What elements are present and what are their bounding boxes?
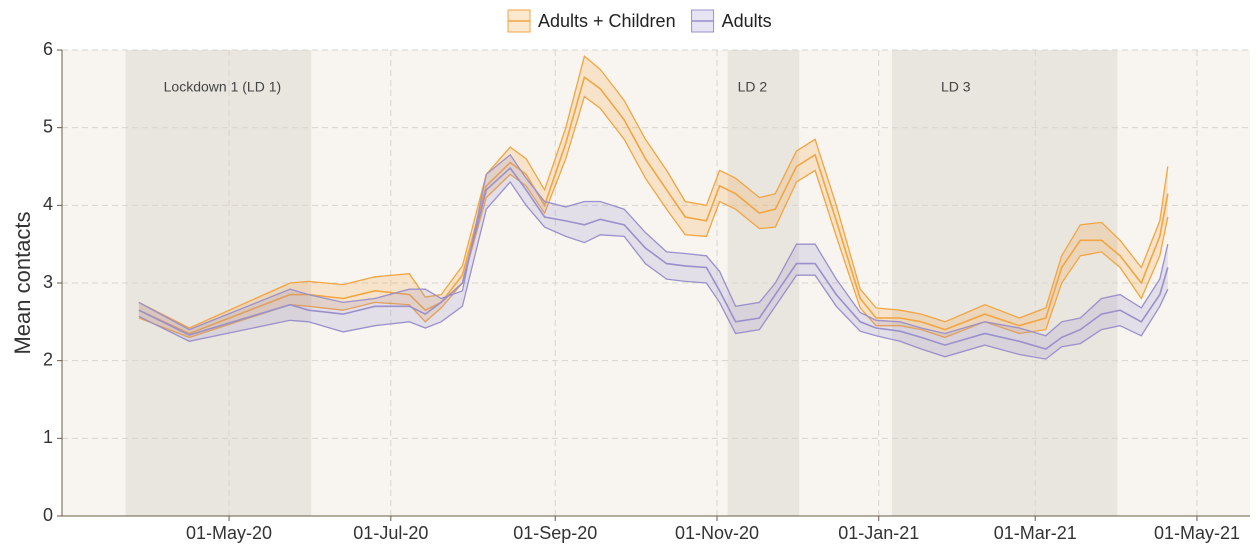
lockdown-label: LD 3 bbox=[941, 79, 971, 95]
y-tick-label: 0 bbox=[43, 505, 53, 525]
mean-line bbox=[138, 75, 1169, 335]
lower-line bbox=[138, 180, 1169, 360]
upper-line bbox=[138, 55, 1169, 329]
legend-label: Adults + Children bbox=[538, 11, 676, 31]
lower-line bbox=[138, 95, 1169, 339]
x-tick-label: 01-Mar-21 bbox=[994, 523, 1077, 543]
x-tick-label: 01-Jan-21 bbox=[838, 523, 919, 543]
x-tick-label: 01-May-20 bbox=[186, 523, 272, 543]
y-tick-label: 4 bbox=[43, 194, 53, 214]
confidence-band bbox=[138, 154, 1168, 360]
x-tick-label: 01-May-21 bbox=[1154, 523, 1240, 543]
lockdown-label: Lockdown 1 (LD 1) bbox=[164, 79, 282, 95]
legend-label: Adults bbox=[722, 11, 772, 31]
y-axis-label: Mean contacts bbox=[10, 211, 35, 354]
upper-line bbox=[138, 153, 1169, 337]
x-tick-label: 01-Nov-20 bbox=[675, 523, 759, 543]
y-tick-label: 6 bbox=[43, 39, 53, 59]
x-tick-label: 01-Jul-20 bbox=[353, 523, 428, 543]
confidence-band bbox=[138, 56, 1168, 338]
y-tick-label: 3 bbox=[43, 272, 53, 292]
y-tick-label: 1 bbox=[43, 427, 53, 447]
mean-line bbox=[138, 166, 1169, 350]
y-tick-label: 5 bbox=[43, 116, 53, 136]
lockdown-label: LD 2 bbox=[738, 79, 768, 95]
y-tick-label: 2 bbox=[43, 349, 53, 369]
x-tick-label: 01-Sep-20 bbox=[513, 523, 597, 543]
